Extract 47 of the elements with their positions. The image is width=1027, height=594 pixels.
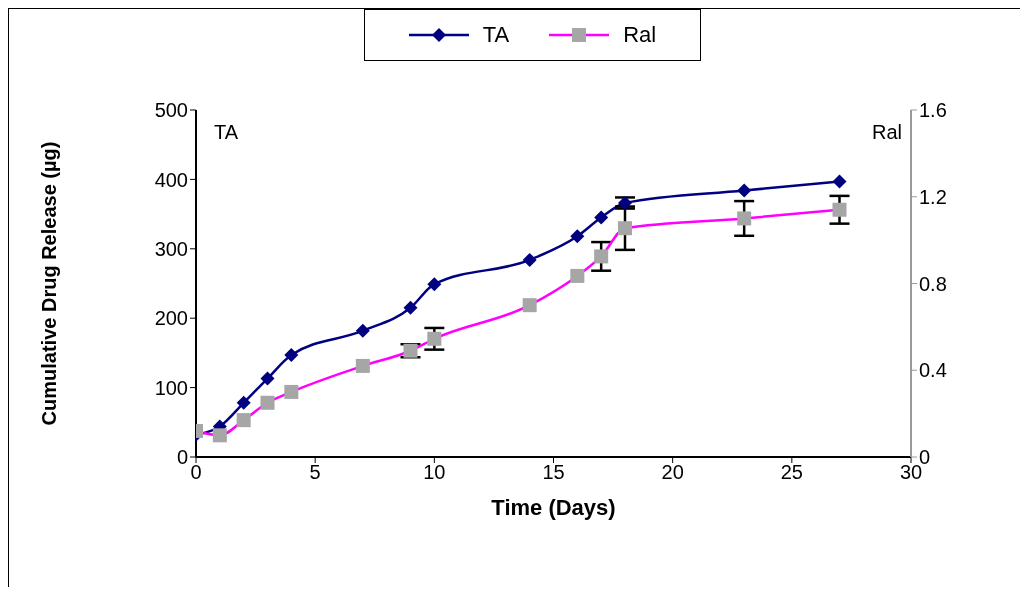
point (832, 202, 847, 217)
point (284, 347, 299, 362)
point (832, 174, 847, 189)
legend-label: Ral (623, 22, 657, 48)
y2-tick-label: 0.8 (919, 272, 947, 295)
annotation: Ral (871, 121, 902, 144)
point (236, 395, 251, 410)
x-tick-label: 20 (661, 461, 684, 484)
point (427, 331, 442, 346)
legend-label: TA (482, 22, 510, 48)
x-tick-label: 10 (423, 461, 446, 484)
point (618, 196, 632, 210)
y2-tick-label: 0.4 (919, 359, 947, 382)
point (403, 300, 418, 315)
y2-tick-label: 1.6 (919, 99, 947, 122)
x-tick-label: 5 (309, 461, 321, 484)
point (260, 371, 275, 386)
y-tick-label: 0 (176, 446, 188, 469)
y-axis-title: Cumulative Drug Release (µg) (38, 141, 61, 426)
y2-tick-label: 1.2 (919, 185, 947, 208)
point (260, 395, 275, 410)
point (427, 277, 442, 292)
x-tick-label: 25 (780, 461, 803, 484)
y-tick-label: 200 (154, 307, 188, 330)
point (594, 210, 609, 225)
y-tick-label: 500 (154, 99, 188, 122)
point (522, 252, 537, 267)
x-tick-label: 0 (190, 461, 202, 484)
point (212, 428, 227, 443)
point (355, 358, 370, 373)
point (403, 343, 418, 358)
point (284, 384, 299, 399)
point (737, 183, 752, 198)
point (570, 268, 585, 283)
y-tick-label: 300 (154, 237, 188, 260)
point (737, 211, 752, 226)
point (522, 298, 537, 313)
y-tick-label: 400 (154, 168, 188, 191)
x-tick-label: 15 (542, 461, 565, 484)
annotation: TA (214, 121, 239, 144)
point (570, 229, 585, 244)
x-axis-title: Time (Days) (491, 495, 616, 520)
point (355, 323, 370, 338)
y-tick-label: 100 (154, 376, 188, 399)
point (236, 413, 251, 428)
point (618, 221, 632, 236)
point (594, 249, 609, 264)
